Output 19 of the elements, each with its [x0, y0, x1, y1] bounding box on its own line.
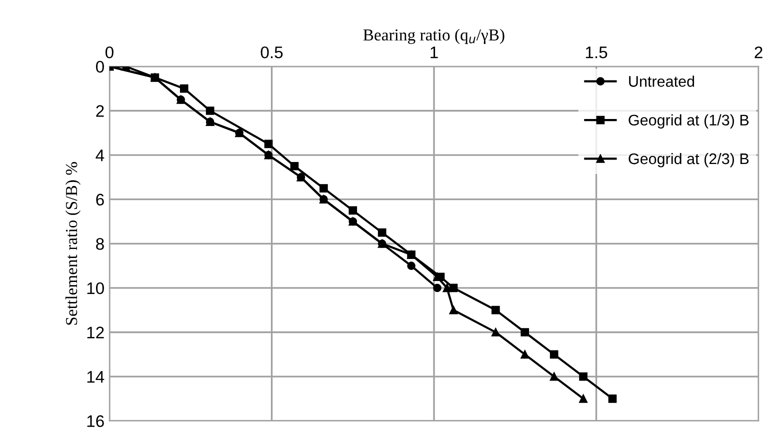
legend-label: Geogrid at (2/3) B — [628, 152, 749, 168]
y-tick-label: 14 — [87, 371, 104, 383]
x-tick-label: 0 — [105, 46, 114, 58]
x-tick-label: 2 — [754, 46, 762, 58]
y-tick-label: 12 — [87, 326, 104, 338]
x-tick-label: 1.5 — [586, 46, 608, 58]
y-tick-label: 2 — [96, 105, 104, 117]
y-axis-title: Settlement ratio (S/B) % — [65, 162, 81, 325]
x-axis-title: Bearing ratio (q$_{u}$/γB) — [363, 28, 504, 44]
x-tick-label: 0.5 — [260, 46, 283, 58]
y-tick-label: 16 — [87, 415, 104, 428]
y-tick-label: 6 — [96, 194, 104, 206]
y-tick-label: 0 — [96, 60, 104, 73]
y-tick-label: 10 — [87, 282, 104, 294]
y-tick-label: 4 — [96, 150, 104, 162]
x-tick-label: 1 — [430, 46, 438, 58]
legend-label: Geogrid at (1/3) B — [628, 114, 749, 129]
legend-label: Untreated — [629, 76, 694, 87]
y-tick-label: 8 — [96, 238, 104, 250]
